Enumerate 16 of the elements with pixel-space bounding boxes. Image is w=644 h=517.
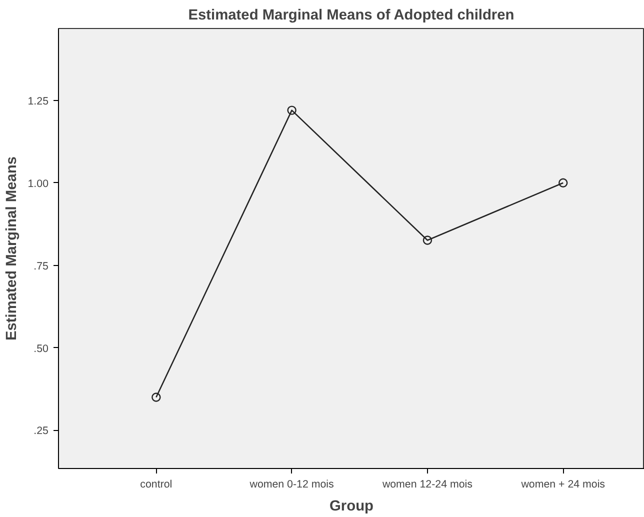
y-tick-label: .50 bbox=[34, 342, 49, 355]
y-tick-label: .75 bbox=[34, 260, 49, 272]
point bbox=[287, 106, 296, 115]
x-axis-title: Group bbox=[330, 498, 374, 514]
point bbox=[152, 392, 161, 402]
x-tick-label: women + 24 mois bbox=[520, 478, 606, 490]
chart-title: Estimated Marginal Means of Adopted children bbox=[188, 8, 514, 24]
y-tick-label: 1.25 bbox=[28, 95, 49, 108]
y-tick-label: 1.00 bbox=[28, 178, 49, 190]
x-tick-label: women 12-24 mois bbox=[381, 478, 472, 490]
point bbox=[422, 236, 432, 245]
y-tick-label: .25 bbox=[34, 425, 49, 438]
point bbox=[558, 178, 568, 188]
y-axis-title: Estimated Marginal Means bbox=[4, 156, 20, 341]
x-tick-label: women 0-12 mois bbox=[248, 478, 334, 490]
x-tick-label: control bbox=[140, 478, 172, 490]
